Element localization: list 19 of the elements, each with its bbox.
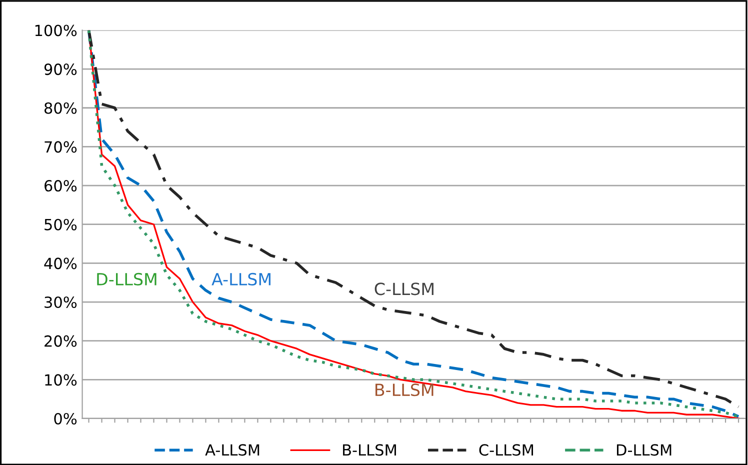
annotation: B-LLSM	[376, 384, 434, 396]
annotation: D-LLSM	[97, 272, 156, 286]
legend-label: B-LLSM	[343, 444, 396, 456]
y-tick-label: 70%	[44, 141, 77, 153]
legend-label: C-LLSM	[479, 444, 534, 456]
y-tick-label: 100%	[35, 24, 77, 36]
annotation: C-LLSM	[374, 282, 434, 296]
y-tick-label: 10%	[45, 374, 77, 386]
y-tick-label: 60%	[44, 180, 77, 192]
y-tick-label: 20%	[44, 335, 77, 347]
y-tick-label: 50%	[44, 218, 77, 230]
y-tick-label: 40%	[44, 258, 77, 270]
y-tick-label: 90%	[44, 64, 77, 76]
y-tick-label: 0%	[54, 412, 77, 425]
legend-label: A-LLSM	[205, 444, 260, 456]
y-tick-label: 30%	[44, 296, 77, 308]
annotation: A-LLSM	[212, 272, 270, 286]
legend-label: D-LLSM	[616, 444, 672, 456]
y-tick-label: 80%	[44, 102, 77, 114]
